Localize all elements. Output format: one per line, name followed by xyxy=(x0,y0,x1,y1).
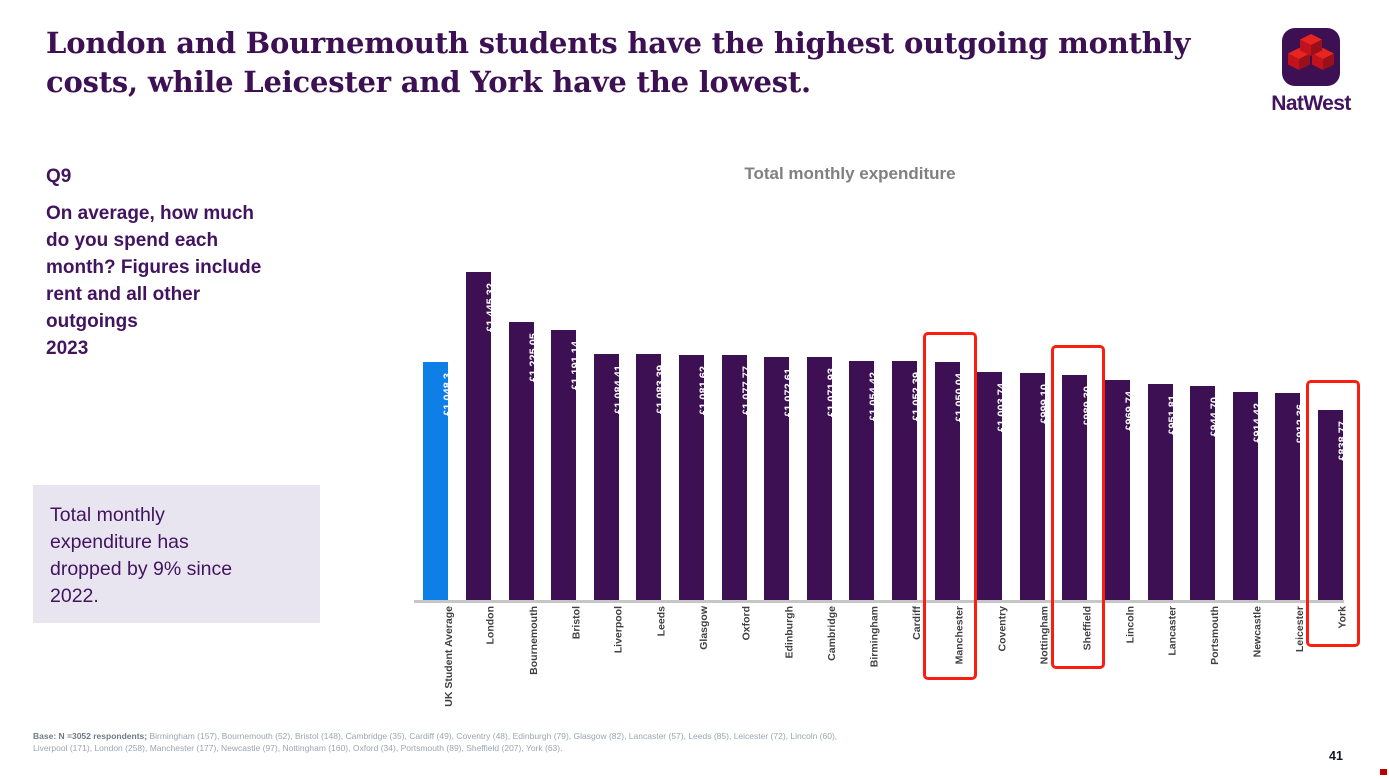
axis-label-cardiff: Cardiff xyxy=(910,606,923,640)
bar-sheffield xyxy=(1062,375,1088,600)
axis-label-liverpool: Liverpool xyxy=(612,606,625,654)
axis-label-bristol: Bristol xyxy=(570,606,583,640)
chart-title: Total monthly expenditure xyxy=(744,164,956,183)
highlight-box-manchester xyxy=(923,331,977,680)
page-number: 41 xyxy=(1329,749,1343,763)
axis-label-bournemouth: Bournemouth xyxy=(527,606,540,675)
axis-label-leicester: Leicester xyxy=(1294,606,1307,653)
corner-red-mark xyxy=(1380,769,1387,775)
bar-uk-student-average xyxy=(423,362,449,600)
natwest-logo-text: NatWest xyxy=(1271,92,1351,115)
bar-value-label: £1,048.3 xyxy=(442,373,455,416)
bar-value-label: £951.81 xyxy=(1166,394,1179,435)
axis-label-newcastle: Newcastle xyxy=(1251,606,1264,658)
page-title-line1: London and Bournemouth students have the… xyxy=(46,26,1191,60)
footnote-base: Base: N =3052 respondents; xyxy=(33,731,148,741)
bar-value-label: £1,445.32 xyxy=(484,283,497,332)
bar-bristol xyxy=(551,329,577,600)
axis-label-portsmouth: Portsmouth xyxy=(1209,606,1222,665)
axis-label-glasgow: Glasgow xyxy=(697,606,710,650)
footnote-line2: Liverpool (171), London (258), Mancheste… xyxy=(33,743,563,753)
natwest-cubes-icon xyxy=(1282,28,1340,86)
natwest-logo: NatWest xyxy=(1259,28,1363,116)
bar-york xyxy=(1317,409,1343,600)
bar-value-label: £1,054.42 xyxy=(868,371,881,421)
axis-label-edinburgh: Edinburgh xyxy=(783,606,796,659)
footnote: Base: N =3052 respondents; Birmingham (1… xyxy=(33,730,1033,754)
bar-birmingham xyxy=(849,360,875,600)
footnote-line1-rest: Birmingham (157), Bournemouth (52), Bris… xyxy=(147,731,838,741)
bar-value-label: £1,003.74 xyxy=(996,383,1009,433)
bar-value-label: £914.42 xyxy=(1251,403,1264,444)
highlight-box-sheffield xyxy=(1050,345,1105,669)
bar-lancaster xyxy=(1147,383,1173,600)
bar-value-label: £1,081.62 xyxy=(697,365,710,415)
page-title: London and Bournemouth students have the… xyxy=(46,24,1256,102)
bar-portsmouth xyxy=(1190,385,1216,600)
bar-oxford xyxy=(721,355,747,600)
axis-label-nottingham: Nottingham xyxy=(1038,606,1051,665)
bar-leicester xyxy=(1275,392,1301,600)
question-text: On average, how much do you spend each m… xyxy=(46,203,262,332)
bar-value-label: £1,072.61 xyxy=(783,367,796,417)
callout-text: Total monthly expenditure has dropped by… xyxy=(50,504,233,607)
axis-label-coventry: Coventry xyxy=(996,606,1009,652)
bar-glasgow xyxy=(678,354,704,600)
bar-value-label: £1,052.39 xyxy=(910,372,923,422)
callout-box: Total monthly expenditure has dropped by… xyxy=(33,485,320,623)
axis-label-leeds: Leeds xyxy=(655,606,668,637)
bar-coventry xyxy=(977,372,1003,600)
highlight-box-york xyxy=(1306,379,1361,647)
bar-manchester xyxy=(934,361,960,600)
bar-value-label: £1,191.14 xyxy=(570,340,583,390)
axis-label-lincoln: Lincoln xyxy=(1123,606,1136,644)
x-axis-line xyxy=(414,600,1344,603)
bar-leeds xyxy=(636,354,662,600)
bar-cardiff xyxy=(891,361,917,600)
axis-label-uk-student-average: UK Student Average xyxy=(442,606,455,707)
footnote-line1: Base: N =3052 respondents; Birmingham (1… xyxy=(33,730,1033,742)
question-number: Q9 xyxy=(46,166,72,187)
bar-lincoln xyxy=(1104,379,1130,600)
bar-london xyxy=(465,272,491,600)
axis-label-birmingham: Birmingham xyxy=(868,606,881,668)
bar-value-label: £912.36 xyxy=(1294,403,1307,444)
bar-value-label: £1,225.05 xyxy=(527,332,540,382)
axis-label-lancaster: Lancaster xyxy=(1166,606,1179,656)
page-title-line2: costs, while Leicester and York have the… xyxy=(46,65,811,99)
bar-cambridge xyxy=(806,356,832,600)
bar-value-label: £1,077.77 xyxy=(740,366,753,416)
bar-value-label: £969.74 xyxy=(1123,390,1136,431)
bar-value-label: £1,084.41 xyxy=(612,364,625,414)
axis-label-london: London xyxy=(484,606,497,645)
axis-label-oxford: Oxford xyxy=(740,606,753,641)
axis-label-cambridge: Cambridge xyxy=(825,606,838,661)
bar-value-label: £944.70 xyxy=(1209,396,1222,437)
bar-newcastle xyxy=(1232,392,1258,600)
bar-edinburgh xyxy=(764,356,790,600)
bar-nottingham xyxy=(1019,373,1045,600)
bar-value-label: £1,071.93 xyxy=(825,367,838,417)
question-block: Q9 On average, how much do you spend eac… xyxy=(46,166,296,362)
bar-value-label: £1,083.39 xyxy=(655,365,668,415)
question-year: 2023 xyxy=(46,338,89,359)
bar-chart: £1,048.3 UK Student Average £1,445.32 Londo… xyxy=(414,195,1361,755)
bar-liverpool xyxy=(593,353,619,600)
bar-value-label: £999.10 xyxy=(1038,384,1051,425)
bar-bournemouth xyxy=(508,321,534,600)
